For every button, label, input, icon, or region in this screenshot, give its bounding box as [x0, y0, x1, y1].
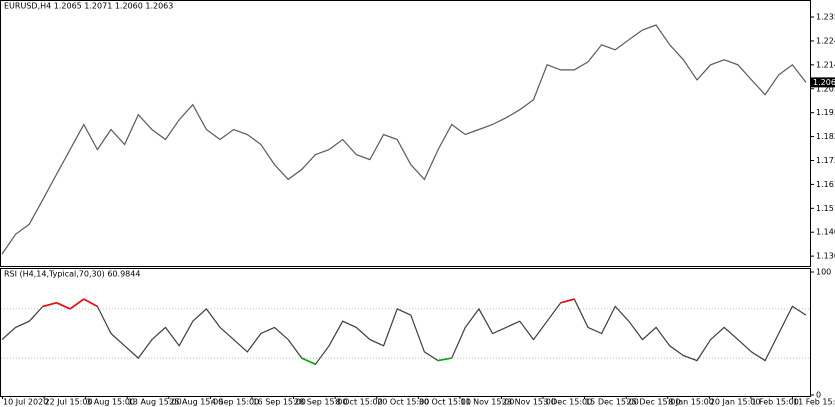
current-price-label: 1.2063: [813, 78, 835, 87]
x-tick-label: 20 Jan 15:00: [710, 398, 761, 407]
x-tick-label: 13 Aug 15:00: [128, 398, 182, 407]
rsi-extreme-segment: [83, 298, 98, 308]
x-tick-label: 1 Feb 15:00: [751, 398, 798, 407]
x-tick-label: 23 Nov 15:00: [502, 398, 556, 407]
x-tick-label: 4 Sep 15:00: [211, 398, 259, 407]
y-tick-label: 100: [816, 268, 831, 277]
x-tick-label: 15 Dec 15:00: [585, 398, 639, 407]
x-tick-label: 8 Jan 15:00: [668, 398, 714, 407]
x-tick-label: 30 Oct 15:00: [419, 398, 471, 407]
rsi-extreme-segment: [42, 301, 57, 308]
y-tick-label: 1.1825: [816, 132, 835, 141]
x-tick-label: 8 Oct 15:00: [336, 398, 383, 407]
x-tick-label: 3 Dec 15:00: [544, 398, 593, 407]
x-tick-label: 16 Sep 15:00: [252, 398, 305, 407]
rsi-extreme-segment: [56, 302, 71, 310]
y-tick-label: 1.1615: [816, 180, 835, 189]
chart-title: EURUSD,H4 1.2065 1.2071 1.2060 1.2063: [4, 2, 173, 11]
current-price-box: [811, 77, 835, 88]
x-tick-label: 25 Dec 15:00: [627, 398, 681, 407]
rsi-extreme-segment: [301, 357, 316, 365]
rsi-extreme-segment: [69, 298, 85, 310]
y-tick-label: 1.1930: [816, 108, 835, 117]
x-tick-label: 20 Oct 15:00: [377, 398, 429, 407]
y-tick-label: 1.1300: [816, 252, 835, 261]
y-tick-label: 1.1720: [816, 156, 835, 165]
price-line: [1, 24, 807, 255]
y-tick-label: 1.2245: [816, 36, 835, 45]
y-tick-label: 1.2035: [816, 84, 835, 93]
rsi-extreme-segment: [560, 298, 575, 304]
x-tick-label: 25 Aug 15:00: [169, 398, 223, 407]
price-line: [1, 298, 807, 366]
x-tick-label: 11 Feb 15:00: [793, 398, 835, 407]
x-tick-label: 3 Aug 15:00: [86, 398, 135, 407]
rsi-panel: [0, 268, 811, 397]
y-tick-label: 0: [816, 391, 821, 400]
y-tick-label: 1.2350: [816, 13, 835, 22]
rsi-extreme-segment: [437, 357, 452, 362]
indicator-title: RSI (H4,14,Typical,70,30) 60.9844: [4, 270, 140, 279]
x-tick-label: 22 Jul 15:00: [45, 398, 93, 407]
y-tick-label: 1.1510: [816, 204, 835, 213]
y-tick-label: 1.2140: [816, 60, 835, 69]
x-tick-label: 10 Jul 2020: [3, 398, 48, 407]
x-tick-label: 28 Sep 15:00: [294, 398, 347, 407]
y-tick-label: 1.1405: [816, 228, 835, 237]
x-tick-label: 11 Nov 15:00: [460, 398, 514, 407]
price-panel: [0, 0, 811, 267]
